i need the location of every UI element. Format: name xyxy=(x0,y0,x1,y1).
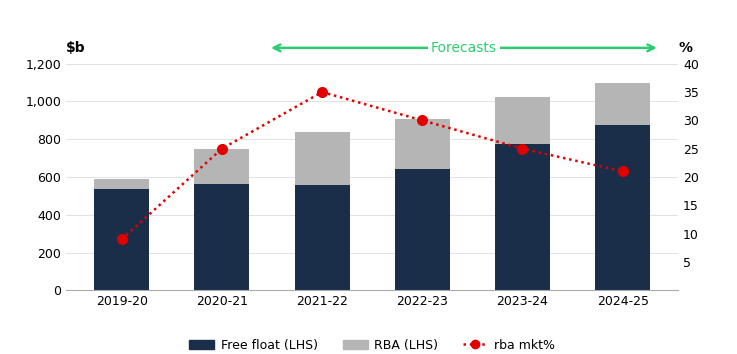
Bar xyxy=(395,169,450,290)
Bar xyxy=(595,82,650,125)
Bar xyxy=(295,185,349,290)
Bar xyxy=(94,189,150,290)
Bar xyxy=(395,119,450,169)
Legend: Free float (LHS), RBA (LHS), rba mkt%: Free float (LHS), RBA (LHS), rba mkt% xyxy=(184,333,560,354)
Text: $b: $b xyxy=(66,41,86,55)
Bar xyxy=(94,179,150,189)
Bar xyxy=(195,149,249,184)
Bar xyxy=(195,184,249,290)
Bar xyxy=(295,132,349,185)
Bar xyxy=(495,144,550,290)
Text: Forecasts: Forecasts xyxy=(431,41,497,55)
Bar xyxy=(595,125,650,290)
Text: %: % xyxy=(678,41,692,55)
Bar xyxy=(495,97,550,144)
